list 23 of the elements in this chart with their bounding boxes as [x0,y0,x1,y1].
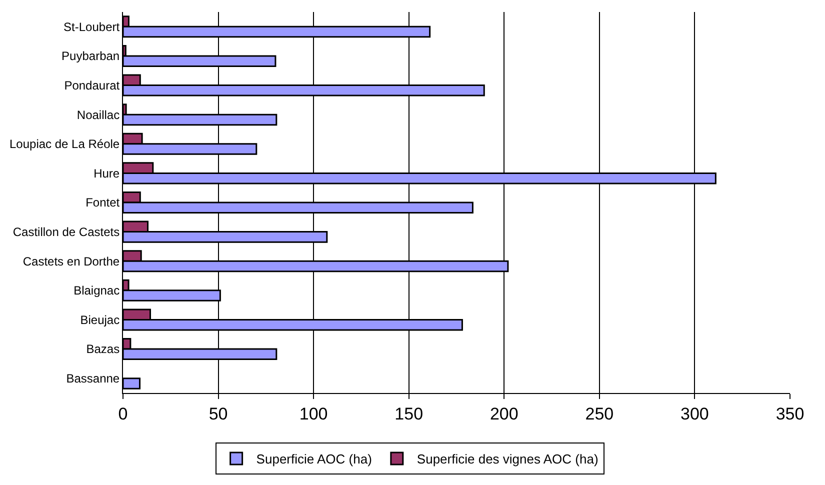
y-tick-label: Noaillac [76,108,120,122]
y-tick-label: Pondaurat [64,78,120,92]
y-tick-label: Puybarban [62,49,120,64]
y-tick-label: Bieujac [80,312,120,327]
y-tick-label: Blaignac [74,284,120,298]
x-tick-label: 350 [776,404,804,424]
y-tick-label: Bassanne [66,372,120,386]
legend-label: Superficie AOC (ha) [256,452,372,467]
legend-label: Superficie des vignes AOC (ha) [416,452,598,467]
y-tick-label: Hure [94,166,120,180]
x-tick-label: 300 [680,404,709,424]
x-tick-label: 250 [585,404,614,424]
x-tick-label: 100 [299,404,328,424]
y-tick-label: Fontet [86,196,120,210]
x-tick-label: 50 [208,404,228,424]
y-tick-label: St-Loubert [64,20,120,34]
x-tick-label: 150 [394,404,424,424]
y-tick-label: Loupiac de La Réole [10,137,120,152]
x-tick-label: 200 [490,404,518,424]
x-tick-label: 0 [118,404,128,424]
y-tick-label: Castillon de Castets [12,225,120,240]
y-tick-label: Bazas [86,342,120,356]
y-tick-label: Castets en Dorthe [22,254,120,268]
